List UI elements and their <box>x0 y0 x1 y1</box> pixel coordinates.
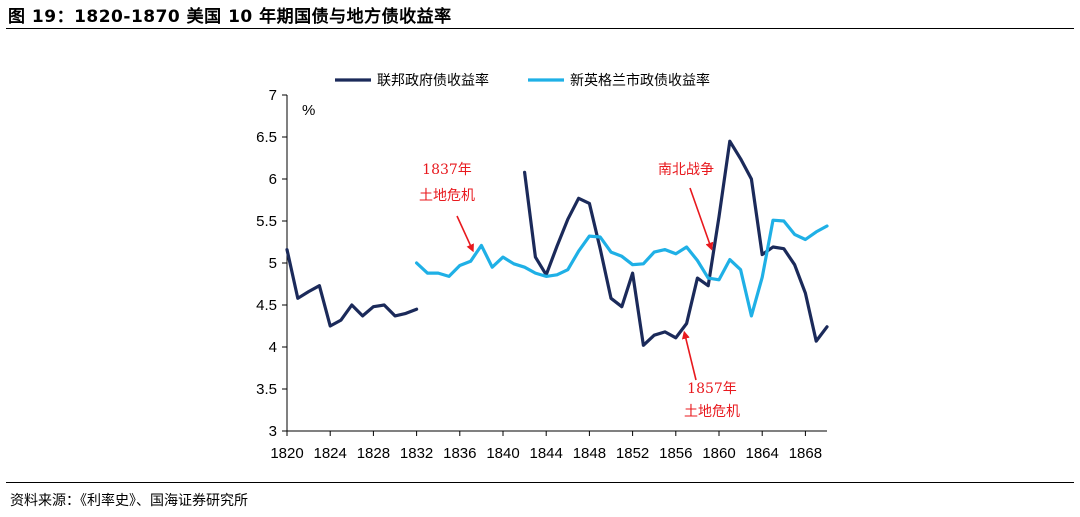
x-tick-label: 1848 <box>573 445 606 462</box>
x-tick-label: 1836 <box>443 445 476 462</box>
x-tick-label: 1860 <box>702 445 735 462</box>
y-tick-label: 3.5 <box>256 381 277 398</box>
annotation-arrow-2 <box>681 330 697 381</box>
chart-axes: 3 3.5 4 4.5 5 5.5 6 6.5 7% 1820 1824 1828 1832 1836 18… <box>256 87 827 462</box>
y-tick-label: 5 <box>269 255 277 272</box>
y-tick-label: 3 <box>269 423 277 440</box>
annotation-arrow-0 <box>456 215 474 253</box>
top-rule <box>6 28 1074 29</box>
y-tick-label: 7 <box>269 87 277 104</box>
x-tick-label: 1844 <box>530 445 563 462</box>
source-note: 资料来源：《利率史》、国海证券研究所 <box>10 493 248 509</box>
annotation-text-2: 1857年 <box>687 381 737 397</box>
series-line-1-segment-0 <box>415 218 829 318</box>
y-tick-label: 6.5 <box>256 129 277 146</box>
x-tick-label: 1820 <box>270 445 303 462</box>
chart-series <box>285 139 829 347</box>
x-tick-label: 1832 <box>400 445 433 462</box>
annotation-text-1: 南北战争 <box>658 162 714 178</box>
x-tick-label: 1864 <box>746 445 779 462</box>
x-tick-label: 1824 <box>314 445 347 462</box>
y-tick-label: 4 <box>269 339 277 356</box>
x-tick-label: 1868 <box>789 445 822 462</box>
chart-legend: 联邦政府债收益率 新英格兰市政债收益率 <box>335 72 710 89</box>
legend-label-0: 联邦政府债收益率 <box>377 72 489 89</box>
legend-label-1: 新英格兰市政债收益率 <box>570 72 710 89</box>
y-tick-label: 4.5 <box>256 297 277 314</box>
x-tick-label: 1852 <box>616 445 649 462</box>
x-tick-label: 1856 <box>659 445 692 462</box>
y-unit-label: % <box>302 102 315 119</box>
y-tick-label: 5.5 <box>256 213 277 230</box>
x-tick-label: 1828 <box>357 445 390 462</box>
annotation-text-0: 土地危机 <box>419 188 475 204</box>
series-line-0-segment-1 <box>523 139 829 347</box>
series-line-0-segment-0 <box>285 248 419 328</box>
y-tick-label: 6 <box>269 171 277 188</box>
annotation-arrow-1 <box>689 187 714 251</box>
annotation-text-2: 土地危机 <box>684 404 740 420</box>
bottom-rule <box>6 482 1074 483</box>
x-tick-label: 1840 <box>486 445 519 462</box>
annotation-text-0: 1837年 <box>422 162 472 178</box>
figure-title: 图 19：1820-1870 美国 10 年期国债与地方债收益率 <box>8 7 452 27</box>
